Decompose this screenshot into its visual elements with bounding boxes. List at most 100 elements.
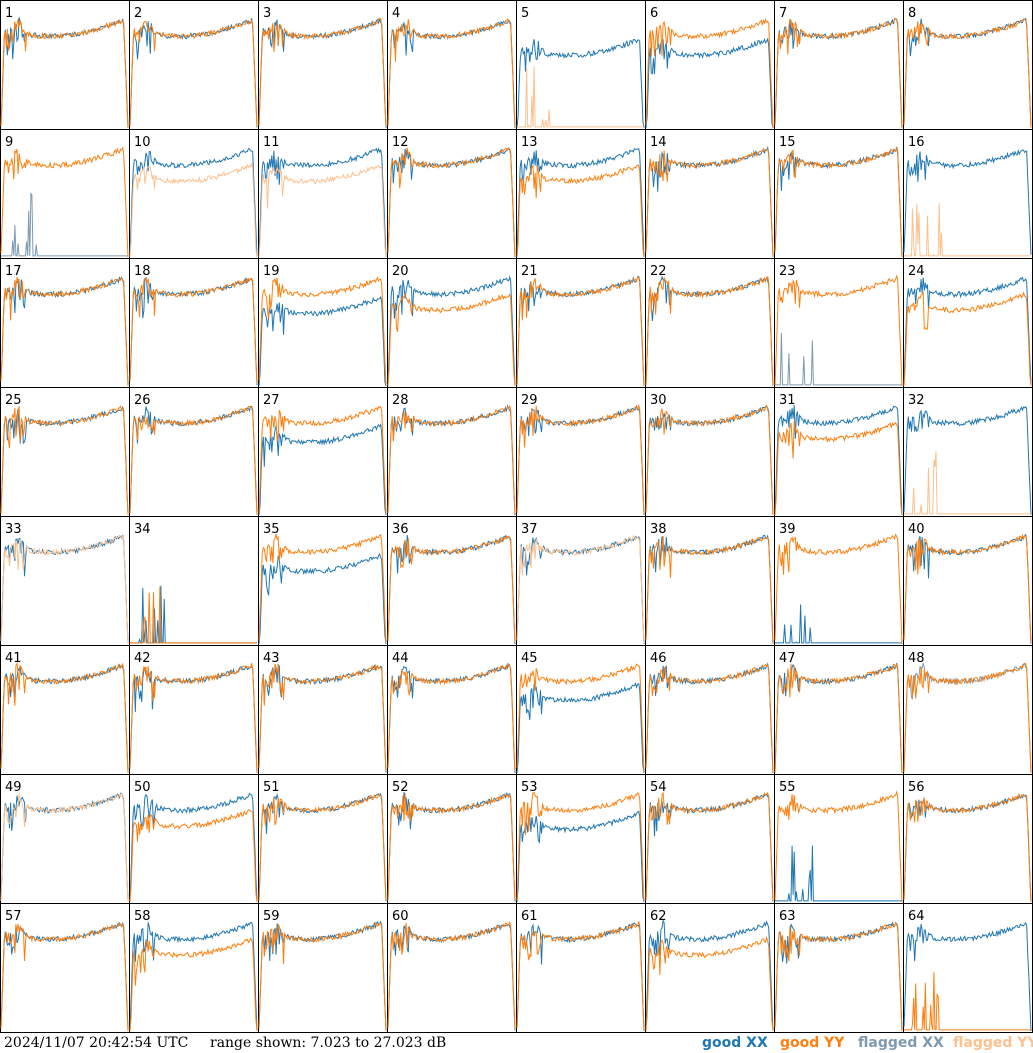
- trace-yy: [645, 275, 774, 387]
- panel-label: 48: [908, 651, 925, 666]
- panel-6: 6: [645, 0, 775, 130]
- panel-21: 21: [516, 258, 646, 388]
- panel-label: 55: [779, 780, 796, 795]
- panel-15: 15: [774, 129, 904, 259]
- panel-label: 43: [263, 651, 280, 666]
- panel-label: 21: [521, 264, 538, 279]
- range-shown: range shown: 7.023 to 27.023 dB: [210, 1035, 447, 1051]
- trace-yy: [645, 404, 774, 516]
- panel-41: 41: [0, 645, 130, 775]
- trace-yy: [516, 792, 645, 901]
- trace-yy: [387, 404, 516, 514]
- panel-label: 23: [779, 264, 796, 279]
- trace-yy: [129, 663, 258, 774]
- panel-19: 19: [258, 258, 388, 388]
- trace-xx: [258, 147, 387, 257]
- panel-label: 22: [650, 264, 667, 279]
- panel-label: 62: [650, 909, 667, 924]
- trace-yy: [258, 165, 387, 258]
- panel-56: 56: [903, 774, 1033, 904]
- panel-12: 12: [387, 129, 517, 259]
- trace-xx: [775, 845, 902, 902]
- trace-yy: [0, 921, 129, 1032]
- panel-22: 22: [645, 258, 775, 388]
- trace-yy: [0, 146, 129, 258]
- trace-xx: [774, 921, 903, 1032]
- panel-31: 31: [774, 387, 904, 517]
- trace-xx: [903, 921, 1032, 1032]
- trace-xx: [516, 681, 645, 774]
- panel-label: 3: [263, 6, 271, 21]
- panel-20: 20: [387, 258, 517, 388]
- trace-yy: [903, 533, 1032, 645]
- trace-yy: [130, 586, 257, 644]
- panel-8: 8: [903, 0, 1033, 130]
- trace-xx: [129, 921, 258, 1030]
- panel-label: 18: [134, 264, 151, 279]
- panel-label: 37: [521, 522, 538, 537]
- panel-label: 24: [908, 264, 925, 279]
- trace-yy: [774, 274, 903, 387]
- trace-yy: [258, 921, 387, 1032]
- trace-yy: [129, 162, 258, 258]
- panel-label: 5: [521, 6, 529, 21]
- trace-yy: [904, 972, 1031, 1031]
- trace-yy: [774, 662, 903, 774]
- panel-label: 33: [5, 522, 22, 537]
- panel-label: 34: [134, 522, 151, 537]
- panel-label: 42: [134, 651, 151, 666]
- panel-label: 8: [908, 6, 916, 21]
- panel-57: 57: [0, 903, 130, 1033]
- trace-xx: [1, 191, 128, 257]
- panel-label: 54: [650, 780, 667, 795]
- panel-label: 39: [779, 522, 796, 537]
- panel-45: 45: [516, 645, 646, 775]
- panel-border: [258, 0, 388, 130]
- panel-border: [903, 0, 1033, 130]
- panel-53: 53: [516, 774, 646, 904]
- panel-30: 30: [645, 387, 775, 517]
- trace-yy: [645, 17, 774, 129]
- panel-11: 11: [258, 129, 388, 259]
- panel-50: 50: [129, 774, 259, 904]
- panel-label: 45: [521, 651, 538, 666]
- timestamp: 2024/11/07 20:42:54 UTC: [4, 1035, 189, 1051]
- panel-label: 28: [392, 393, 409, 408]
- panel-26: 26: [129, 387, 259, 517]
- trace-yy: [516, 663, 645, 773]
- panel-58: 58: [129, 903, 259, 1033]
- panel-24: 24: [903, 258, 1033, 388]
- panel-47: 47: [774, 645, 904, 775]
- trace-xx: [903, 661, 1032, 774]
- panel-border: [516, 0, 646, 130]
- legend-good-xx: good XX: [702, 1035, 768, 1051]
- panel-label: 52: [392, 780, 409, 795]
- trace-yy: [387, 534, 516, 643]
- panel-33: 33: [0, 516, 130, 646]
- trace-yy: [774, 790, 903, 903]
- panel-42: 42: [129, 645, 259, 775]
- trace-xx: [129, 665, 258, 772]
- trace-yy: [645, 535, 774, 644]
- trace-yy: [904, 203, 1031, 257]
- panel-label: 41: [5, 651, 22, 666]
- trace-yy: [0, 405, 129, 516]
- panel-36: 36: [387, 516, 517, 646]
- panel-label: 49: [5, 780, 22, 795]
- trace-yy: [387, 146, 516, 257]
- trace-yy: [258, 533, 387, 643]
- trace-yy: [258, 405, 387, 514]
- panel-7: 7: [774, 0, 904, 130]
- trace-yy: [129, 937, 258, 1032]
- trace-yy: [387, 792, 516, 901]
- panel-34: 34: [129, 516, 259, 646]
- trace-yy: [387, 663, 516, 772]
- panel-60: 60: [387, 903, 517, 1033]
- panel-border: [645, 0, 775, 130]
- panel-1: 1: [0, 0, 130, 130]
- footer-bar: 2024/11/07 20:42:54 UTC range shown: 7.0…: [0, 1033, 1033, 1053]
- panel-label: 40: [908, 522, 925, 537]
- trace-yy: [517, 66, 644, 129]
- panel-label: 47: [779, 651, 796, 666]
